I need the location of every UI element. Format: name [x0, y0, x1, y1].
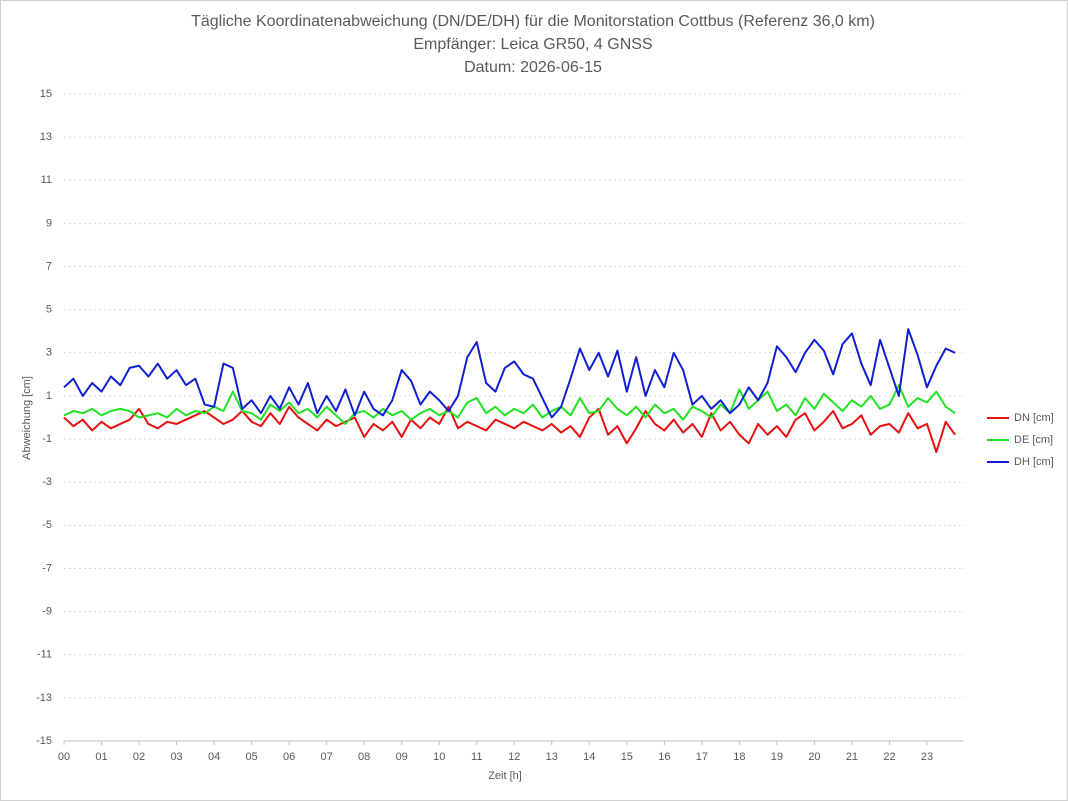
chart-date: Datum: 2026-06-15 — [464, 59, 602, 76]
y-tick-label: 1 — [46, 390, 52, 402]
chart-title: Tägliche Koordinatenabweichung (DN/DE/DH… — [191, 13, 875, 30]
x-tick-label: 16 — [658, 751, 670, 763]
y-tick-label: -1 — [42, 433, 52, 445]
x-axis-label: Zeit [h] — [488, 770, 522, 782]
series-line — [63, 405, 956, 454]
series-line — [63, 328, 956, 419]
x-tick-label: 22 — [883, 751, 895, 763]
y-tick-label: 11 — [41, 174, 52, 186]
y-axis-label: Abweichung [cm] — [21, 376, 33, 460]
x-tick-label: 01 — [95, 751, 107, 763]
y-tick-label: 3 — [46, 347, 52, 359]
y-tick-label: 13 — [40, 131, 52, 143]
y-tick-label: -7 — [42, 562, 52, 574]
legend-label: DN [cm] — [1014, 412, 1054, 424]
y-tick-label: -11 — [37, 649, 52, 661]
x-tick-label: 02 — [133, 751, 145, 763]
y-tick-label: 9 — [46, 217, 52, 229]
x-tick-label: 09 — [396, 751, 408, 763]
chart-subtitle: Empfänger: Leica GR50, 4 GNSS — [413, 36, 652, 53]
y-tick-label: 15 — [40, 88, 52, 100]
x-tick-label: 00 — [58, 751, 70, 763]
x-tick-label: 05 — [245, 751, 257, 763]
x-tick-label: 19 — [771, 751, 783, 763]
y-tick-label: -5 — [42, 519, 52, 531]
x-tick-label: 12 — [508, 751, 520, 763]
x-tick-label: 20 — [808, 751, 820, 763]
x-tick-label: 17 — [696, 751, 708, 763]
x-tick-label: 11 — [471, 751, 482, 763]
x-tick-label: 14 — [583, 751, 595, 763]
x-tick-label: 04 — [208, 751, 220, 763]
x-tick-label: 03 — [170, 751, 182, 763]
series-line — [63, 384, 956, 425]
x-tick-label: 21 — [846, 751, 858, 763]
x-tick-label: 06 — [283, 751, 295, 763]
legend-label: DH [cm] — [1014, 456, 1054, 468]
x-tick-label: 07 — [321, 751, 333, 763]
x-tick-label: 13 — [546, 751, 558, 763]
legend-label: DE [cm] — [1014, 434, 1053, 446]
x-tick-label: 15 — [621, 751, 633, 763]
x-tick-label: 23 — [921, 751, 933, 763]
y-tick-label: -15 — [36, 735, 52, 747]
x-tick-label: 08 — [358, 751, 370, 763]
y-tick-label: -13 — [36, 692, 52, 704]
x-tick-label: 10 — [433, 751, 445, 763]
x-tick-label: 18 — [733, 751, 745, 763]
y-tick-label: 7 — [46, 260, 52, 272]
y-tick-label: -3 — [42, 476, 52, 488]
y-tick-label: -9 — [42, 606, 52, 618]
y-tick-label: 5 — [46, 304, 52, 316]
